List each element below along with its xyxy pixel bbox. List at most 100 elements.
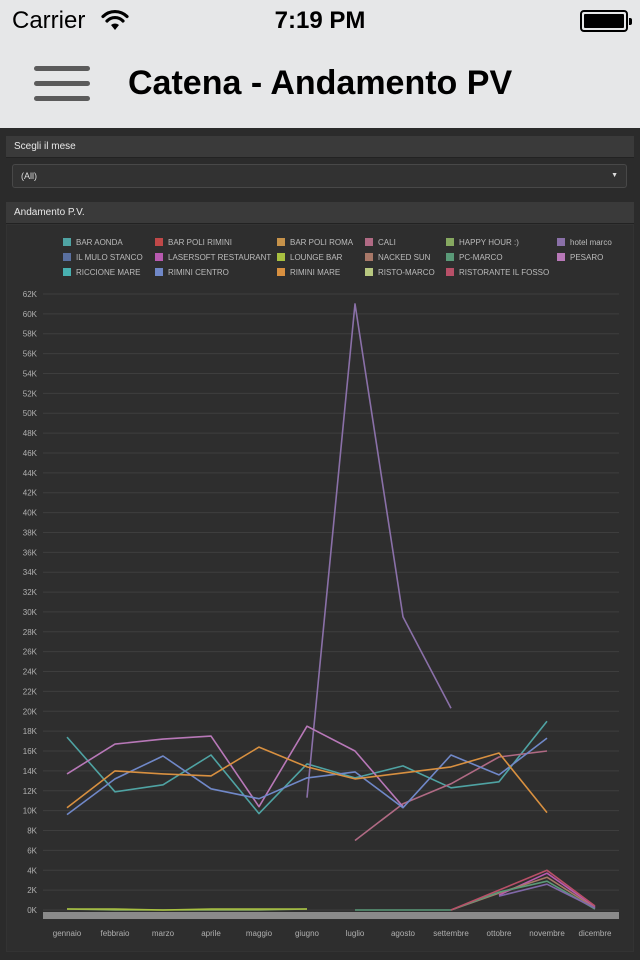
legend-item[interactable]: RISTORANTE IL FOSSO [446, 266, 549, 280]
legend-item[interactable]: LASERSOFT RESTAURANT [155, 251, 271, 265]
legend-item[interactable]: CALI [365, 236, 396, 250]
y-tick-label: 36K [23, 548, 38, 557]
legend-item[interactable]: NACKED SUN [365, 251, 430, 265]
legend-label: HAPPY HOUR :) [459, 238, 519, 247]
legend-swatch [63, 238, 71, 246]
legend-label: CALI [378, 238, 396, 247]
y-tick-label: 54K [23, 369, 38, 378]
legend-label: BAR AONDA [76, 238, 123, 247]
status-time: 7:19 PM [274, 7, 366, 34]
filter-panel-header: Scegli il mese [6, 136, 634, 158]
legend-swatch [557, 253, 565, 261]
series-line [306, 303, 452, 798]
y-tick-label: 10K [23, 807, 38, 816]
legend-label: PC-MARCO [459, 253, 503, 262]
legend-label: PESARO [570, 253, 604, 262]
x-tick-label: dicembre [579, 929, 612, 938]
y-tick-label: 4K [27, 866, 37, 875]
y-tick-label: 20K [23, 707, 38, 716]
series-line [354, 750, 548, 842]
y-tick-label: 40K [23, 509, 38, 518]
x-tick-label: luglio [346, 929, 365, 938]
series-line [66, 746, 548, 814]
legend-swatch [446, 268, 454, 276]
series-line [66, 725, 404, 808]
nav-bar: Catena - Andamento PV [0, 40, 640, 128]
x-tick-label: gennaio [53, 929, 82, 938]
series-line [498, 883, 596, 909]
legend-label: RISTORANTE IL FOSSO [459, 268, 550, 277]
legend-item[interactable]: BAR AONDA [63, 236, 123, 250]
y-tick-label: 2K [27, 886, 37, 895]
legend-label: RIMINI MARE [290, 268, 341, 277]
y-tick-label: 62K [23, 290, 38, 299]
y-tick-label: 22K [23, 687, 38, 696]
legend-label: IL MULO STANCO [76, 253, 143, 262]
legend-label: LASERSOFT RESTAURANT [168, 253, 272, 262]
legend-item[interactable]: RICCIONE MARE [63, 266, 140, 280]
status-bar: Carrier 7:19 PM [0, 0, 640, 40]
month-select[interactable]: (All) ▼ [12, 164, 627, 188]
battery-icon [580, 10, 632, 32]
wifi-icon [101, 9, 129, 30]
x-tick-label: marzo [152, 929, 175, 938]
legend-label: BAR POLI RIMINI [168, 238, 233, 247]
legend-swatch [277, 238, 285, 246]
legend-item[interactable]: LOUNGE BAR [277, 251, 342, 265]
legend-item[interactable]: hotel marco [557, 236, 612, 250]
legend-label: RICCIONE MARE [76, 268, 141, 277]
legend-item[interactable]: HAPPY HOUR :) [446, 236, 519, 250]
chevron-down-icon: ▼ [611, 172, 618, 179]
month-select-value: (All) [21, 171, 37, 181]
chart-panel-header: Andamento P.V. [6, 202, 634, 224]
y-tick-label: 0K [27, 906, 37, 915]
x-tick-label: febbraio [101, 929, 130, 938]
legend-swatch [63, 253, 71, 261]
legend-item[interactable]: PESARO [557, 251, 603, 265]
y-tick-label: 6K [27, 846, 37, 855]
y-tick-label: 56K [23, 350, 38, 359]
page-title: Catena - Andamento PV [128, 64, 513, 102]
hamburger-menu-icon[interactable] [28, 64, 90, 104]
legend-item[interactable]: IL MULO STANCO [63, 251, 143, 265]
legend-item[interactable]: RISTO-MARCO [365, 266, 435, 280]
y-tick-label: 16K [23, 747, 38, 756]
legend-item[interactable]: BAR POLI RIMINI [155, 236, 232, 250]
x-tick-label: aprile [201, 929, 221, 938]
line-chart: 0K 2K 4K 6K 8K 10K 12K 14K 16K 18K 20K 22K 24K 26K 28K… [23, 290, 619, 938]
legend-swatch [365, 238, 373, 246]
legend-swatch [155, 268, 163, 276]
y-tick-label: 48K [23, 429, 38, 438]
y-tick-label: 60K [23, 310, 38, 319]
legend-label: hotel marco [570, 238, 612, 247]
y-tick-label: 34K [23, 568, 38, 577]
legend-label: BAR POLI ROMA [290, 238, 354, 247]
y-tick-label: 42K [23, 489, 38, 498]
series-line [66, 737, 548, 816]
legend-swatch [365, 268, 373, 276]
legend-item[interactable]: RIMINI CENTRO [155, 266, 229, 280]
y-tick-label: 12K [23, 787, 38, 796]
series-line [66, 720, 548, 815]
legend-item[interactable]: RIMINI MARE [277, 266, 340, 280]
legend-swatch [277, 268, 285, 276]
x-tick-label: ottobre [487, 929, 512, 938]
y-tick-label: 52K [23, 389, 38, 398]
legend-item[interactable]: BAR POLI ROMA [277, 236, 353, 250]
y-tick-label: 46K [23, 449, 38, 458]
legend-swatch [155, 253, 163, 261]
legend-swatch [446, 253, 454, 261]
carrier-label: Carrier [12, 7, 86, 34]
legend-swatch [557, 238, 565, 246]
legend-item[interactable]: PC-MARCO [446, 251, 503, 265]
legend-swatch [155, 238, 163, 246]
x-tick-label: novembre [529, 929, 565, 938]
y-tick-label: 28K [23, 628, 38, 637]
series-line [450, 869, 596, 911]
y-tick-label: 32K [23, 588, 38, 597]
series-line [450, 876, 596, 911]
series-line [355, 880, 596, 911]
y-tick-label: 8K [27, 827, 37, 836]
y-tick-label: 18K [23, 727, 38, 736]
legend-label: RISTO-MARCO [378, 268, 435, 277]
